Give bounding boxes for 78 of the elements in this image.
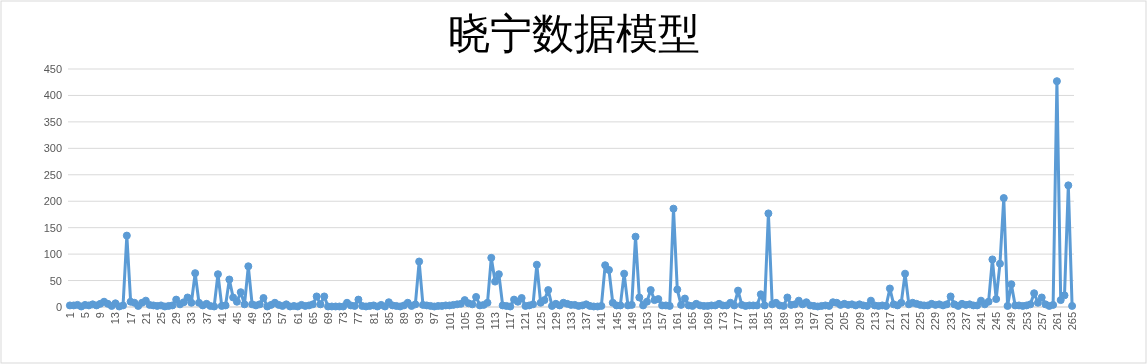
x-tick-label: 33 [185, 312, 198, 325]
x-tick-label: 217 [883, 312, 896, 331]
x-tick-label: 129 [549, 312, 562, 331]
y-tick-label: 300 [43, 142, 62, 155]
x-tick-label: 85 [382, 312, 395, 325]
x-tick-label: 5 [79, 312, 92, 319]
x-tick-label: 57 [276, 312, 289, 325]
x-tick-label: 209 [853, 312, 866, 331]
x-tick-label: 201 [823, 312, 836, 331]
x-tick-label: 29 [170, 312, 183, 325]
x-tick-label: 261 [1050, 312, 1063, 331]
x-tick-label: 49 [246, 312, 259, 325]
x-tick-label: 77 [352, 312, 365, 325]
x-tick-label: 197 [807, 312, 820, 331]
x-tick-label: 225 [914, 312, 927, 331]
x-tick-label: 265 [1066, 312, 1079, 331]
x-tick-label: 173 [716, 312, 729, 331]
x-tick-label: 193 [792, 312, 805, 331]
x-tick-label: 213 [868, 312, 881, 331]
x-tick-label: 117 [504, 312, 517, 330]
x-tick-label: 21 [139, 312, 152, 325]
x-tick-label: 237 [959, 312, 972, 331]
x-tick-label: 17 [124, 312, 137, 325]
x-tick-label: 13 [109, 312, 122, 325]
x-tick-label: 45 [230, 312, 243, 325]
x-tick-label: 69 [322, 312, 335, 325]
x-tick-label: 229 [929, 312, 942, 331]
x-tick-label: 109 [473, 312, 486, 331]
x-tick-label: 185 [762, 312, 775, 331]
y-tick-label: 450 [43, 63, 62, 75]
x-tick-label: 9 [94, 312, 107, 319]
x-tick-label: 141 [595, 312, 608, 331]
x-tick-label: 137 [580, 312, 593, 331]
x-tick-label: 101 [443, 312, 456, 331]
chart-title: 晓宁数据模型 [447, 9, 700, 58]
x-tick-label: 205 [838, 312, 851, 331]
y-tick-label: 350 [43, 115, 62, 128]
y-tick-label: 250 [43, 168, 62, 181]
x-tick-label: 181 [747, 312, 760, 331]
x-tick-label: 189 [777, 312, 790, 331]
y-tick-label: 400 [43, 89, 62, 102]
x-tick-label: 113 [489, 312, 502, 330]
y-tick-label: 150 [43, 221, 62, 234]
x-tick-label: 221 [899, 312, 912, 331]
x-tick-label: 245 [990, 312, 1003, 331]
x-tick-label: 81 [367, 312, 380, 325]
x-tick-label: 125 [534, 312, 547, 331]
x-tick-label: 165 [686, 312, 699, 331]
x-tick-label: 145 [610, 312, 623, 331]
y-tick-label: 100 [43, 248, 62, 261]
x-tick-label: 97 [428, 312, 441, 325]
x-tick-label: 73 [337, 312, 350, 325]
x-tick-label: 161 [671, 312, 684, 331]
x-tick-label: 121 [519, 312, 532, 331]
x-tick-label: 241 [974, 312, 987, 331]
x-tick-label: 37 [200, 312, 213, 325]
x-tick-label: 149 [625, 312, 638, 331]
x-tick-label: 1 [63, 312, 76, 319]
x-tick-label: 89 [397, 312, 410, 325]
x-tick-label: 157 [656, 312, 669, 331]
x-tick-label: 249 [1005, 312, 1018, 331]
x-tick-label: 53 [261, 312, 274, 325]
x-tick-label: 253 [1020, 312, 1033, 331]
x-tick-label: 65 [306, 312, 319, 325]
x-tick-label: 25 [155, 312, 168, 325]
y-tick-label: 50 [49, 274, 62, 287]
x-tick-label: 257 [1035, 312, 1048, 331]
x-tick-label: 61 [291, 312, 304, 325]
x-tick-label: 133 [565, 312, 577, 331]
x-tick-label: 41 [215, 312, 228, 325]
y-tick-label: 200 [43, 195, 62, 208]
x-tick-label: 93 [413, 312, 426, 325]
x-tick-label: 153 [640, 312, 653, 331]
x-tick-label: 169 [701, 312, 714, 331]
x-tick-label: 233 [944, 312, 957, 331]
y-tick-label: 0 [55, 301, 62, 313]
x-tick-label: 105 [458, 312, 471, 331]
x-tick-label: 177 [732, 312, 745, 331]
